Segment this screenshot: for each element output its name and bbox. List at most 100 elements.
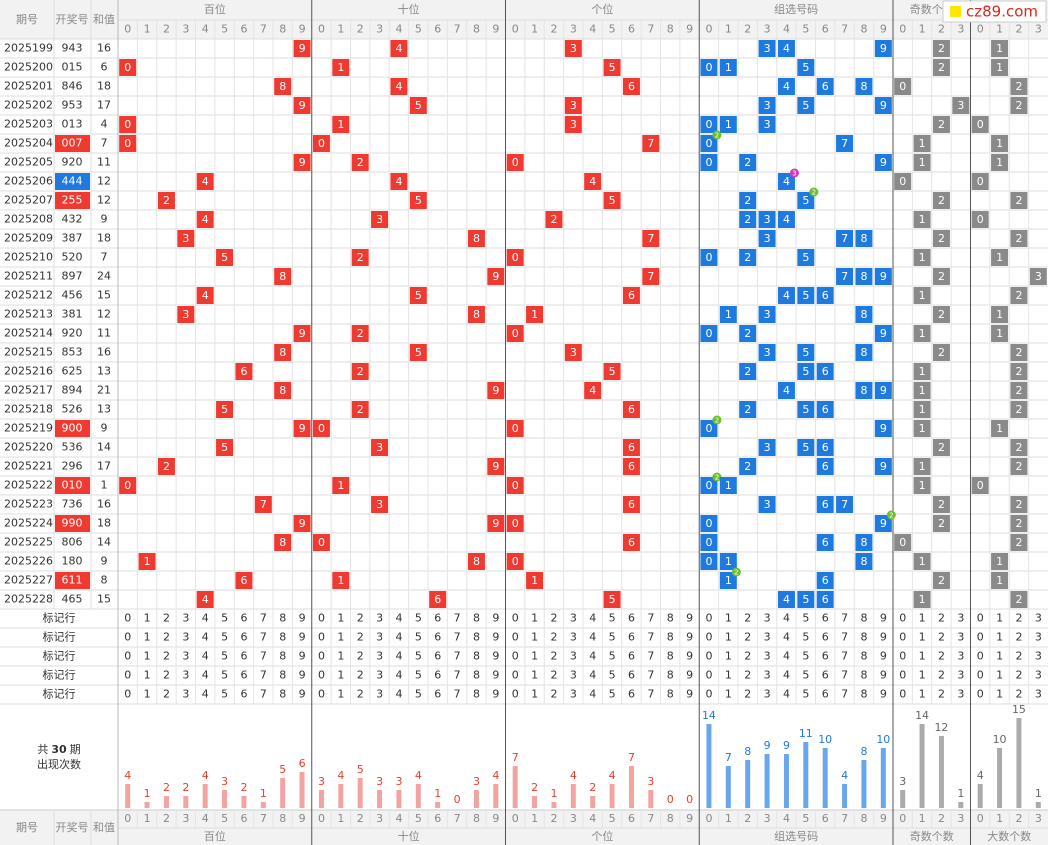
group-mark bbox=[855, 78, 873, 95]
big-count-mark bbox=[1010, 230, 1028, 247]
position-mark-label: 4 bbox=[395, 42, 402, 55]
marker-digit: 0 bbox=[512, 650, 519, 663]
count-bar bbox=[144, 802, 150, 808]
period: 2025207 bbox=[4, 194, 53, 207]
position-mark-label: 1 bbox=[531, 308, 538, 321]
header-period: 期号 bbox=[16, 13, 38, 26]
marker-digit: 4 bbox=[783, 612, 790, 625]
marker-digit: 0 bbox=[124, 612, 131, 625]
position-mark-label: 6 bbox=[628, 498, 635, 511]
marker-digit: 5 bbox=[802, 669, 809, 682]
position-mark-label: 7 bbox=[647, 137, 654, 150]
count-bar bbox=[125, 784, 131, 808]
digit-footer: 4 bbox=[783, 812, 790, 825]
marker-digit: 9 bbox=[880, 650, 887, 663]
digit-header: 8 bbox=[279, 23, 286, 36]
marker-label: 标记行 bbox=[43, 630, 76, 644]
digit-header: 4 bbox=[589, 23, 596, 36]
group-mark-label: 9 bbox=[880, 460, 887, 473]
position-mark bbox=[603, 192, 621, 209]
marker-digit: 0 bbox=[318, 650, 325, 663]
group-mark-label: 2 bbox=[744, 327, 751, 340]
count-label: 15 bbox=[1012, 703, 1026, 716]
marker-digit: 0 bbox=[977, 669, 984, 682]
marker-digit: 6 bbox=[822, 650, 829, 663]
position-mark-label: 8 bbox=[473, 555, 480, 568]
big-count-mark-label: 2 bbox=[1015, 80, 1022, 93]
group-mark-label: 9 bbox=[880, 99, 887, 112]
number-highlight bbox=[55, 135, 90, 152]
position-mark bbox=[274, 78, 292, 95]
group-mark bbox=[836, 496, 854, 513]
position-mark bbox=[274, 344, 292, 361]
sum: 11 bbox=[97, 327, 111, 340]
group-mark bbox=[700, 420, 718, 437]
position-mark-label: 9 bbox=[492, 517, 499, 530]
period: 2025211 bbox=[4, 270, 53, 283]
draw-number: 456 bbox=[62, 289, 83, 302]
sum: 9 bbox=[101, 213, 108, 226]
count-bar bbox=[628, 766, 634, 808]
odd-count-mark-label: 1 bbox=[919, 327, 926, 340]
group-mark-label: 5 bbox=[802, 593, 809, 606]
group-mark-label: 4 bbox=[783, 175, 790, 188]
marker-digit: 0 bbox=[318, 669, 325, 682]
marker-digit: 8 bbox=[667, 631, 674, 644]
group-mark-label: 2 bbox=[744, 403, 751, 416]
position-mark bbox=[564, 116, 582, 133]
big-count-mark-label: 0 bbox=[977, 175, 984, 188]
marker-digit: 2 bbox=[938, 650, 945, 663]
count-label: 2 bbox=[163, 781, 170, 794]
marker-digit: 3 bbox=[764, 669, 771, 682]
group-mark-label: 7 bbox=[841, 270, 848, 283]
header-sum: 和值 bbox=[93, 13, 115, 26]
odd-count-mark-label: 1 bbox=[919, 156, 926, 169]
group-mark-label: 9 bbox=[880, 156, 887, 169]
marker-digit: 9 bbox=[299, 688, 306, 701]
marker-digit: 8 bbox=[667, 688, 674, 701]
marker-digit: 1 bbox=[919, 631, 926, 644]
digit-footer: 3 bbox=[376, 812, 383, 825]
marker-digit: 7 bbox=[841, 669, 848, 682]
group-mark bbox=[777, 78, 795, 95]
marker-digit: 8 bbox=[860, 612, 867, 625]
marker-digit: 4 bbox=[395, 650, 402, 663]
marker-digit: 9 bbox=[880, 688, 887, 701]
marker-digit: 3 bbox=[182, 650, 189, 663]
marker-digit: 4 bbox=[202, 650, 209, 663]
marker-digit: 2 bbox=[744, 650, 751, 663]
position-mark-label: 0 bbox=[512, 555, 519, 568]
marker-digit: 0 bbox=[705, 650, 712, 663]
digit-header: 2 bbox=[938, 23, 945, 36]
count-bar bbox=[919, 724, 925, 808]
count-label: 8 bbox=[860, 745, 867, 758]
draw-number: 465 bbox=[62, 593, 83, 606]
odd-count-mark-label: 2 bbox=[938, 118, 945, 131]
repeat-badge bbox=[809, 187, 819, 197]
group-mark bbox=[797, 59, 815, 76]
position-mark-label: 4 bbox=[589, 175, 596, 188]
group-mark-label: 4 bbox=[783, 384, 790, 397]
marker-digit: 1 bbox=[337, 612, 344, 625]
position-mark bbox=[293, 97, 311, 114]
position-mark bbox=[274, 268, 292, 285]
group-mark bbox=[816, 439, 834, 456]
position-mark-label: 9 bbox=[299, 517, 306, 530]
position-mark-label: 0 bbox=[318, 536, 325, 549]
draw-number: 296 bbox=[62, 460, 83, 473]
position-mark bbox=[216, 249, 234, 266]
group-mark bbox=[797, 97, 815, 114]
digit-footer: 5 bbox=[609, 812, 616, 825]
count-bar bbox=[163, 796, 169, 808]
position-mark-label: 1 bbox=[144, 555, 151, 568]
marker-digit: 4 bbox=[589, 631, 596, 644]
digit-footer: 5 bbox=[221, 812, 228, 825]
marker-digit: 2 bbox=[744, 669, 751, 682]
group-mark-label: 3 bbox=[764, 232, 771, 245]
stats-total-value: 30 bbox=[51, 743, 67, 756]
big-count-mark-label: 3 bbox=[1035, 270, 1042, 283]
marker-digit: 4 bbox=[395, 631, 402, 644]
odd-count-mark-label: 2 bbox=[938, 498, 945, 511]
marker-digit: 3 bbox=[957, 631, 964, 644]
marker-digit: 3 bbox=[764, 631, 771, 644]
